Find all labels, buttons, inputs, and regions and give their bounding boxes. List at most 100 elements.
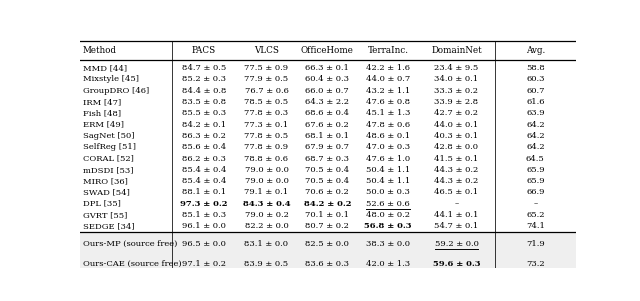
Text: 77.8 ± 0.5: 77.8 ± 0.5 [244, 132, 289, 140]
Text: 86.3 ± 0.2: 86.3 ± 0.2 [182, 132, 226, 140]
Text: 82.5 ± 0.0: 82.5 ± 0.0 [305, 240, 349, 247]
Text: 61.6: 61.6 [526, 98, 545, 106]
Text: Mixstyle [45]: Mixstyle [45] [83, 76, 139, 83]
Text: 64.2: 64.2 [526, 121, 545, 129]
Text: 54.7 ± 0.1: 54.7 ± 0.1 [435, 222, 479, 230]
Text: 65.2: 65.2 [526, 211, 545, 219]
Text: 78.8 ± 0.6: 78.8 ± 0.6 [244, 154, 289, 163]
Text: ERM [49]: ERM [49] [83, 121, 124, 129]
Text: Avg.: Avg. [525, 46, 545, 55]
Text: 70.1 ± 0.1: 70.1 ± 0.1 [305, 211, 349, 219]
Text: IRM [47]: IRM [47] [83, 98, 121, 106]
Text: 84.2 ± 0.1: 84.2 ± 0.1 [182, 121, 226, 129]
Text: 60.3: 60.3 [526, 76, 545, 83]
Text: 77.9 ± 0.5: 77.9 ± 0.5 [244, 76, 289, 83]
Text: 97.1 ± 0.2: 97.1 ± 0.2 [182, 260, 226, 268]
Text: PACS: PACS [192, 46, 216, 55]
Text: 42.7 ± 0.2: 42.7 ± 0.2 [435, 109, 479, 117]
Text: 68.6 ± 0.4: 68.6 ± 0.4 [305, 109, 349, 117]
Text: OfficeHome: OfficeHome [301, 46, 354, 55]
Text: 47.6 ± 1.0: 47.6 ± 1.0 [366, 154, 410, 163]
Text: VLCS: VLCS [254, 46, 279, 55]
Text: SWAD [54]: SWAD [54] [83, 188, 130, 197]
Text: SEDGE [34]: SEDGE [34] [83, 222, 134, 230]
Text: 63.9: 63.9 [526, 109, 545, 117]
Text: SelfReg [51]: SelfReg [51] [83, 143, 136, 151]
Text: 80.7 ± 0.2: 80.7 ± 0.2 [305, 222, 349, 230]
Text: DPL [35]: DPL [35] [83, 200, 121, 208]
Text: 47.0 ± 0.3: 47.0 ± 0.3 [366, 143, 410, 151]
Text: 85.1 ± 0.3: 85.1 ± 0.3 [182, 211, 226, 219]
Text: 23.4 ± 9.5: 23.4 ± 9.5 [435, 64, 479, 72]
Text: 96.5 ± 0.0: 96.5 ± 0.0 [182, 240, 226, 247]
Text: 33.9 ± 2.8: 33.9 ± 2.8 [435, 98, 479, 106]
Text: 44.3 ± 0.2: 44.3 ± 0.2 [435, 166, 479, 174]
Text: 48.6 ± 0.1: 48.6 ± 0.1 [366, 132, 410, 140]
Text: 68.7 ± 0.3: 68.7 ± 0.3 [305, 154, 349, 163]
Text: –: – [533, 200, 538, 208]
Text: 50.4 ± 1.1: 50.4 ± 1.1 [366, 177, 410, 185]
Text: 86.2 ± 0.3: 86.2 ± 0.3 [182, 154, 226, 163]
Text: 79.0 ± 0.2: 79.0 ± 0.2 [244, 211, 289, 219]
Text: 59.6 ± 0.3: 59.6 ± 0.3 [433, 260, 480, 268]
Text: 48.0 ± 0.2: 48.0 ± 0.2 [366, 211, 410, 219]
Text: 64.2: 64.2 [526, 143, 545, 151]
Text: 84.3 ± 0.4: 84.3 ± 0.4 [243, 200, 291, 208]
Text: 88.1 ± 0.1: 88.1 ± 0.1 [182, 188, 226, 197]
Text: 38.3 ± 0.0: 38.3 ± 0.0 [366, 240, 410, 247]
Text: 74.1: 74.1 [526, 222, 545, 230]
Text: 76.7 ± 0.6: 76.7 ± 0.6 [244, 87, 289, 95]
Text: 41.5 ± 0.1: 41.5 ± 0.1 [435, 154, 479, 163]
Text: SagNet [50]: SagNet [50] [83, 132, 134, 140]
Text: 84.7 ± 0.5: 84.7 ± 0.5 [182, 64, 226, 72]
Text: 50.4 ± 1.1: 50.4 ± 1.1 [366, 166, 410, 174]
Text: 52.6 ± 0.6: 52.6 ± 0.6 [366, 200, 410, 208]
Text: 71.9: 71.9 [526, 240, 545, 247]
Text: mDSDI [53]: mDSDI [53] [83, 166, 134, 174]
Text: –: – [454, 200, 459, 208]
Text: 64.2: 64.2 [526, 132, 545, 140]
Text: 77.3 ± 0.1: 77.3 ± 0.1 [244, 121, 289, 129]
Text: 79.0 ± 0.0: 79.0 ± 0.0 [244, 177, 289, 185]
Text: GVRT [55]: GVRT [55] [83, 211, 127, 219]
Text: 83.1 ± 0.0: 83.1 ± 0.0 [244, 240, 289, 247]
Text: 46.5 ± 0.1: 46.5 ± 0.1 [435, 188, 479, 197]
Text: TerraInc.: TerraInc. [367, 46, 408, 55]
Bar [80, 233, 576, 274]
Text: Fish [48]: Fish [48] [83, 109, 121, 117]
Text: 85.6 ± 0.4: 85.6 ± 0.4 [182, 143, 226, 151]
Text: 33.3 ± 0.2: 33.3 ± 0.2 [435, 87, 479, 95]
Text: 65.9: 65.9 [526, 166, 545, 174]
Text: MMD [44]: MMD [44] [83, 64, 127, 72]
Text: 79.1 ± 0.1: 79.1 ± 0.1 [244, 188, 289, 197]
Text: 77.8 ± 0.3: 77.8 ± 0.3 [244, 109, 289, 117]
Text: 42.0 ± 1.3: 42.0 ± 1.3 [366, 260, 410, 268]
Text: 66.9: 66.9 [526, 188, 545, 197]
Text: 70.6 ± 0.2: 70.6 ± 0.2 [305, 188, 349, 197]
Text: 42.8 ± 0.0: 42.8 ± 0.0 [435, 143, 479, 151]
Text: 78.5 ± 0.5: 78.5 ± 0.5 [244, 98, 289, 106]
Text: 97.3 ± 0.2: 97.3 ± 0.2 [180, 200, 228, 208]
Text: 77.8 ± 0.9: 77.8 ± 0.9 [244, 143, 289, 151]
Text: 64.5: 64.5 [526, 154, 545, 163]
Text: 64.3 ± 2.2: 64.3 ± 2.2 [305, 98, 349, 106]
Text: 45.1 ± 1.3: 45.1 ± 1.3 [366, 109, 410, 117]
Text: 68.1 ± 0.1: 68.1 ± 0.1 [305, 132, 349, 140]
Text: 59.2 ± 0.0: 59.2 ± 0.0 [435, 240, 479, 247]
Text: 44.1 ± 0.1: 44.1 ± 0.1 [435, 211, 479, 219]
Text: 79.0 ± 0.0: 79.0 ± 0.0 [244, 166, 289, 174]
Text: 34.0 ± 0.1: 34.0 ± 0.1 [435, 76, 479, 83]
Text: MIRO [36]: MIRO [36] [83, 177, 128, 185]
Text: 47.8 ± 0.6: 47.8 ± 0.6 [366, 121, 410, 129]
Text: 73.2: 73.2 [526, 260, 545, 268]
Text: 67.9 ± 0.7: 67.9 ± 0.7 [305, 143, 349, 151]
Text: 85.4 ± 0.4: 85.4 ± 0.4 [182, 177, 226, 185]
Text: 43.2 ± 1.1: 43.2 ± 1.1 [366, 87, 410, 95]
Text: 67.6 ± 0.2: 67.6 ± 0.2 [305, 121, 349, 129]
Text: 44.3 ± 0.2: 44.3 ± 0.2 [435, 177, 479, 185]
Text: 83.5 ± 0.8: 83.5 ± 0.8 [182, 98, 226, 106]
Text: 44.0 ± 0.7: 44.0 ± 0.7 [366, 76, 410, 83]
Text: 60.7: 60.7 [526, 87, 545, 95]
Text: Ours-MP (source free): Ours-MP (source free) [83, 240, 177, 247]
Text: 65.9: 65.9 [526, 177, 545, 185]
